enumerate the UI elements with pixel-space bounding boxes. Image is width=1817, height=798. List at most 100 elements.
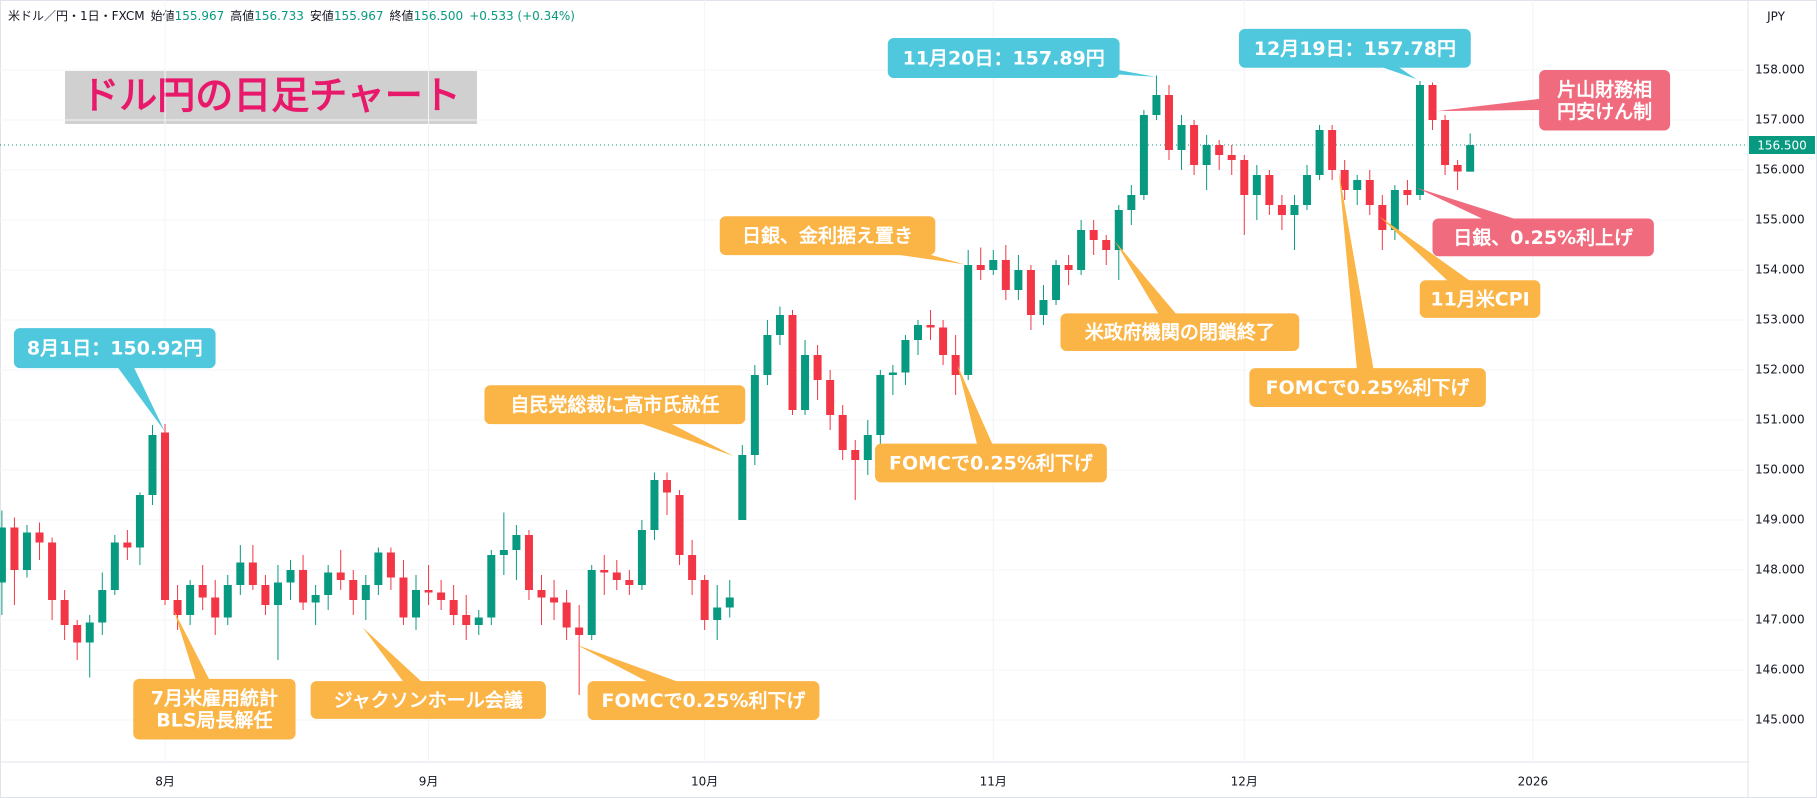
candle-body: [1014, 270, 1023, 290]
last-price-box: [1749, 136, 1815, 154]
candle-body: [173, 600, 182, 615]
candle-body: [1064, 265, 1073, 270]
header-label: 安値: [310, 8, 334, 23]
y-tick-label: 151.000: [1755, 413, 1805, 427]
candle-body: [713, 607, 722, 620]
candle-body: [775, 315, 784, 335]
candle-body: [1215, 145, 1224, 155]
callout-box: [887, 38, 1120, 78]
candle-body: [1466, 145, 1475, 172]
candle-body: [688, 555, 697, 580]
header: 米ドル／円・1日・FXCM 始値155.967 高値156.733 安値155.967…: [8, 8, 575, 23]
callout-box: [875, 443, 1107, 483]
candle-body: [349, 580, 358, 600]
candle-body: [1052, 265, 1061, 300]
candle-body: [524, 535, 533, 590]
candle-body: [1290, 205, 1299, 215]
callout-box: [719, 216, 936, 256]
candle-body: [801, 355, 810, 410]
callout-text: 日銀、0.25%利上げ: [1453, 226, 1634, 249]
candle-body: [374, 552, 383, 585]
candle-body: [863, 435, 872, 460]
candle-body: [1102, 240, 1111, 250]
candle-body: [575, 627, 584, 635]
candle-body: [876, 375, 885, 435]
candle-body: [1227, 155, 1236, 160]
callout-text: BLS局長解任: [156, 709, 272, 732]
candle-body: [512, 535, 521, 550]
candle-body: [299, 570, 308, 603]
candle-body: [85, 622, 94, 643]
candle-body: [1415, 85, 1424, 195]
callout-text: 8月1日：150.92円: [27, 338, 203, 360]
candle-body: [424, 590, 433, 593]
symbol: 米ドル／円・1日・FXCM: [8, 9, 145, 23]
x-tick-label: 2026: [1518, 775, 1549, 789]
candle-body: [1378, 205, 1387, 230]
y-tick-label: 153.000: [1755, 313, 1805, 327]
candle-body: [437, 592, 446, 600]
y-tick-label: 149.000: [1755, 513, 1805, 527]
candle-body: [1328, 130, 1337, 170]
candle-body: [248, 562, 257, 585]
candle-body: [48, 542, 57, 600]
title-box: [65, 71, 477, 124]
candle-body: [186, 585, 195, 615]
candle-body: [286, 570, 295, 583]
candle-body: [324, 572, 333, 595]
candle-body: [60, 600, 69, 625]
candle-body: [663, 480, 672, 493]
candle-body: [1441, 120, 1450, 165]
candle-body: [750, 375, 759, 455]
candle-body: [637, 530, 646, 585]
callout-box: [1432, 218, 1654, 257]
candle-body: [1303, 175, 1312, 205]
candle-body: [223, 585, 232, 618]
candle-body: [1152, 95, 1161, 115]
candle-body: [474, 617, 483, 625]
callout-text: FOMCで0.25%利下げ: [889, 452, 1094, 474]
callout-text: 7月米雇用統計: [151, 687, 278, 710]
candle-body: [1114, 210, 1123, 250]
header-value: 156.500: [414, 9, 464, 23]
candle-body: [1164, 95, 1173, 150]
callout-text: 自民党総裁に高市氏就任: [510, 393, 719, 416]
y-tick-label: 157.000: [1755, 113, 1805, 127]
candle-body: [22, 532, 31, 570]
callout-text: 円安けん制: [1557, 100, 1652, 123]
x-tick-label: 11月: [980, 775, 1007, 789]
callout-text: 米政府機関の閉鎖終了: [1085, 321, 1275, 344]
callout-box: [133, 678, 296, 740]
callout-box: [484, 385, 746, 425]
header-value: 156.733: [254, 9, 304, 23]
candle-body: [1265, 175, 1274, 205]
candle-body: [35, 532, 44, 543]
candle-body: [926, 325, 935, 328]
candle-body: [1190, 125, 1199, 165]
callout-text: FOMCで0.25%利下げ: [1266, 377, 1471, 399]
x-tick-label: 8月: [155, 775, 175, 789]
candle-body: [625, 580, 634, 585]
callout-box: [587, 681, 820, 721]
candle-body: [901, 340, 910, 373]
candle-body: [399, 577, 408, 618]
header-value: 155.967: [334, 9, 384, 23]
candle-body: [788, 315, 797, 410]
candle-body: [1202, 145, 1211, 165]
candle-body: [1453, 165, 1462, 172]
callout-box: [1238, 28, 1471, 68]
y-tick-label: 154.000: [1755, 263, 1805, 277]
x-tick-label: 10月: [691, 775, 718, 789]
candle-body: [838, 415, 847, 450]
candle-body: [462, 615, 471, 625]
candle-body: [851, 450, 860, 460]
header-label: 終値: [390, 8, 414, 23]
candle-body: [1139, 115, 1148, 195]
candle-body: [550, 597, 559, 603]
callout-pointer: [1338, 170, 1377, 389]
candle-body: [73, 625, 82, 643]
candle-body: [261, 585, 270, 605]
callout-box: [1419, 280, 1541, 318]
candle-body: [1252, 175, 1261, 195]
